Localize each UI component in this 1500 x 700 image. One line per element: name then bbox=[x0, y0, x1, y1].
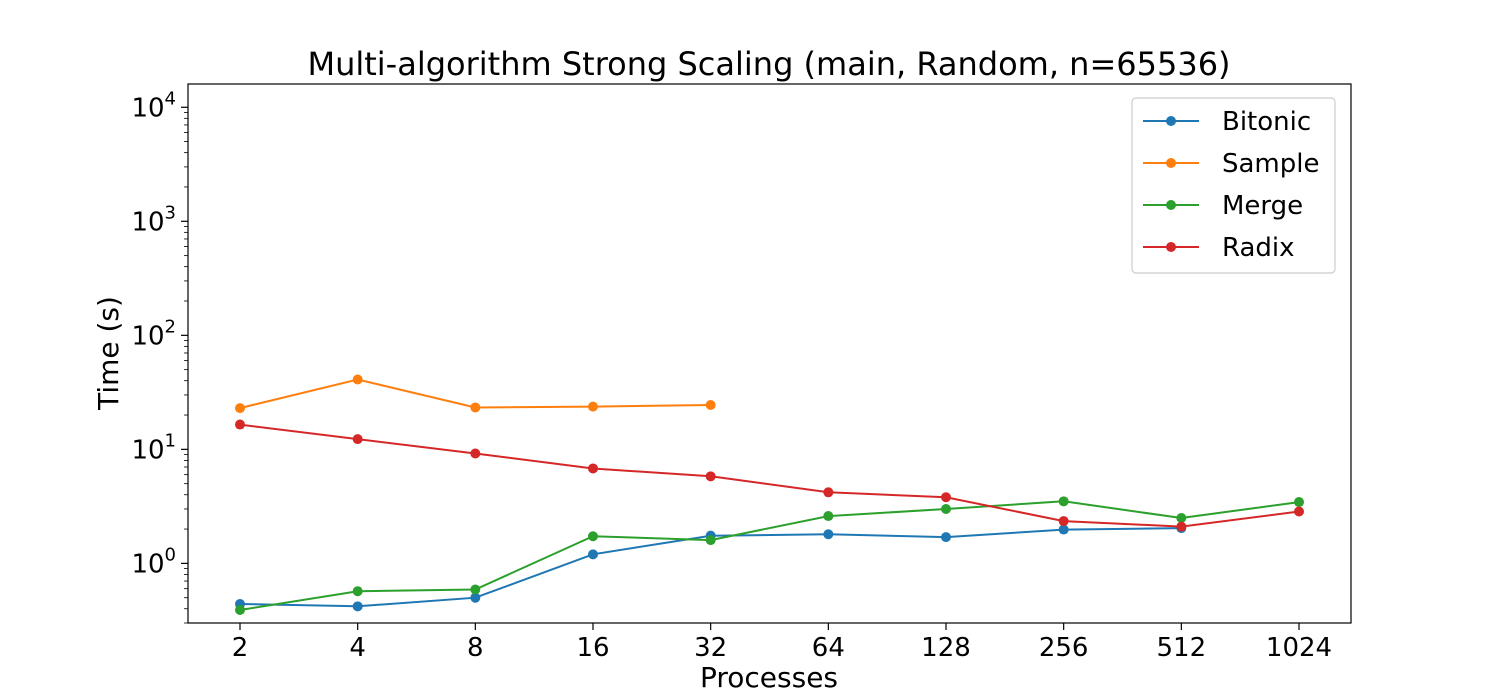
x-axis-label: Processes bbox=[700, 661, 838, 694]
legend-label-radix: Radix bbox=[1222, 233, 1295, 263]
y-axis-ticks: 100 101 102 103 104 bbox=[131, 88, 188, 624]
data-point-bitonic bbox=[352, 601, 363, 612]
x-tick-label: 2 bbox=[232, 633, 249, 663]
data-point-bitonic bbox=[470, 592, 481, 603]
data-point-merge bbox=[1058, 496, 1069, 507]
data-point-merge bbox=[1176, 513, 1187, 524]
legend-label-sample: Sample bbox=[1222, 149, 1320, 179]
legend-marker-sample bbox=[1166, 158, 1176, 168]
data-point-bitonic bbox=[941, 532, 951, 543]
x-tick-label: 256 bbox=[1039, 633, 1089, 663]
series-line-merge bbox=[239, 500, 1300, 611]
data-point-bitonic bbox=[1058, 524, 1069, 535]
data-point-radix bbox=[352, 434, 363, 445]
data-point-merge bbox=[470, 584, 481, 595]
y-tick-label: 104 bbox=[131, 88, 176, 123]
data-point-radix bbox=[823, 487, 834, 498]
series-line-radix bbox=[239, 423, 1300, 528]
legend-label-merge: Merge bbox=[1222, 191, 1303, 221]
data-point-merge bbox=[941, 503, 951, 514]
data-point-merge bbox=[588, 531, 598, 542]
y-axis-label: Time (s) bbox=[92, 296, 125, 411]
plot-area bbox=[187, 83, 1352, 624]
y-tick-label: 102 bbox=[131, 316, 176, 351]
x-tick-label: 32 bbox=[694, 633, 727, 663]
y-tick-label: 101 bbox=[131, 430, 176, 465]
data-point-sample bbox=[705, 399, 716, 410]
x-tick-label: 1024 bbox=[1266, 633, 1332, 663]
data-point-radix bbox=[705, 471, 716, 482]
data-point-radix bbox=[941, 492, 951, 503]
legend-marker-merge bbox=[1166, 200, 1176, 210]
legend-label-bitonic: Bitonic bbox=[1222, 107, 1311, 137]
data-point-merge bbox=[352, 586, 363, 597]
data-point-radix bbox=[235, 419, 245, 430]
data-point-sample bbox=[235, 403, 245, 414]
y-tick-label: 100 bbox=[131, 544, 176, 579]
legend: Bitonic Sample Merge Radix bbox=[1131, 97, 1336, 274]
x-axis-ticks: 2 4 8 16 32 64 128 256 512 1024 bbox=[232, 623, 1332, 663]
data-point-merge bbox=[235, 605, 245, 616]
data-point-radix bbox=[470, 448, 481, 459]
data-point-radix bbox=[1176, 521, 1187, 532]
data-point-bitonic bbox=[588, 549, 598, 560]
data-point-sample bbox=[470, 402, 481, 413]
data-point-merge bbox=[705, 535, 716, 546]
data-point-radix bbox=[1058, 516, 1069, 527]
series-layer bbox=[235, 374, 1304, 616]
x-tick-label: 512 bbox=[1157, 633, 1207, 663]
x-tick-label: 128 bbox=[921, 633, 971, 663]
data-point-merge bbox=[823, 511, 834, 522]
chart-title: Multi-algorithm Strong Scaling (main, Ra… bbox=[307, 45, 1230, 83]
data-point-radix bbox=[1294, 506, 1304, 517]
data-point-sample bbox=[588, 401, 598, 412]
legend-box bbox=[1131, 97, 1336, 274]
legend-marker-radix bbox=[1166, 242, 1176, 252]
data-point-sample bbox=[352, 374, 363, 385]
x-tick-label: 8 bbox=[467, 633, 484, 663]
data-point-radix bbox=[588, 463, 598, 474]
y-tick-label: 103 bbox=[131, 202, 176, 237]
legend-marker-bitonic bbox=[1166, 116, 1176, 126]
x-tick-label: 4 bbox=[349, 633, 366, 663]
x-tick-label: 16 bbox=[576, 633, 609, 663]
data-point-merge bbox=[1294, 497, 1304, 508]
x-tick-label: 64 bbox=[812, 633, 845, 663]
data-point-bitonic bbox=[823, 529, 834, 540]
